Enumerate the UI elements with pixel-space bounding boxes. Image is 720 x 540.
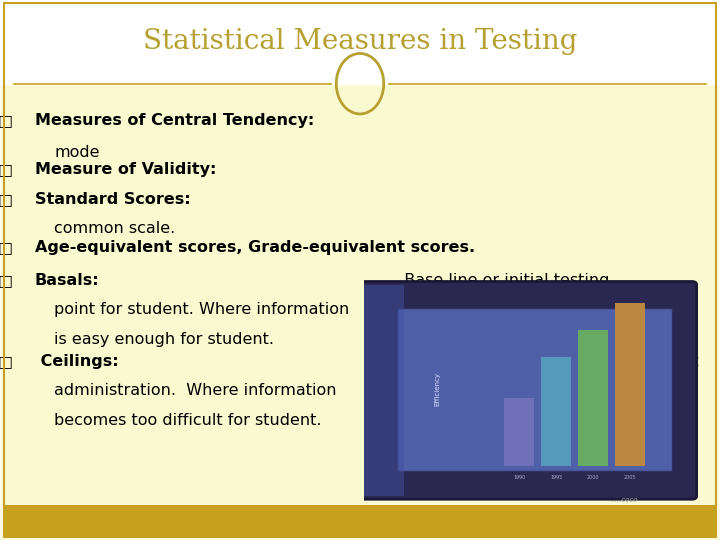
Bar [364,285,404,496]
Text: becomes too difficult for student.: becomes too difficult for student. [54,413,322,428]
Bar [504,399,534,467]
Text: □: □ [0,162,13,177]
Text: mode: mode [54,145,99,160]
Text: Measures of Central Tendency:: Measures of Central Tendency: [35,113,314,129]
Text: Standard Scores:: Standard Scores: [35,192,190,207]
Bar [541,357,571,467]
Text: □: □ [0,354,13,369]
Text: 2005: 2005 [624,475,636,481]
Bar [615,303,645,467]
Text: Efficiency: Efficiency [434,372,440,406]
Text: Base line or initial testing: Base line or initial testing [394,273,609,288]
Text: □: □ [0,273,13,288]
Text: 1990: 1990 [513,475,526,481]
Text: common scale.: common scale. [54,221,175,237]
Bar [0,0,720,84]
FancyBboxPatch shape [359,281,697,499]
Text: administration.  Where information: administration. Where information [54,383,336,399]
Text: Measure of Validity:: Measure of Validity: [35,162,216,177]
Text: point for student. Where information: point for student. Where information [54,302,349,318]
Text: Ceilings:: Ceilings: [35,354,118,369]
Bar [4,86,716,505]
Text: Basals:: Basals: [35,273,99,288]
Text: □: □ [0,192,13,207]
Text: .....coco: .....coco [611,497,639,503]
Text: Age-equivalent scores, Grade-equivalent scores.: Age-equivalent scores, Grade-equivalent … [35,240,474,255]
Text: □: □ [0,113,13,129]
Bar [397,308,672,471]
Text: □: □ [0,240,13,255]
Text: is easy enough for student.: is easy enough for student. [54,332,274,347]
Text: 1995: 1995 [550,475,562,481]
Text: Upper limit of test: Upper limit of test [548,354,698,369]
Bar [578,330,608,467]
Text: Statistical Measures in Testing: Statistical Measures in Testing [143,28,577,56]
Text: 2000: 2000 [587,475,599,481]
Bar [4,505,716,537]
